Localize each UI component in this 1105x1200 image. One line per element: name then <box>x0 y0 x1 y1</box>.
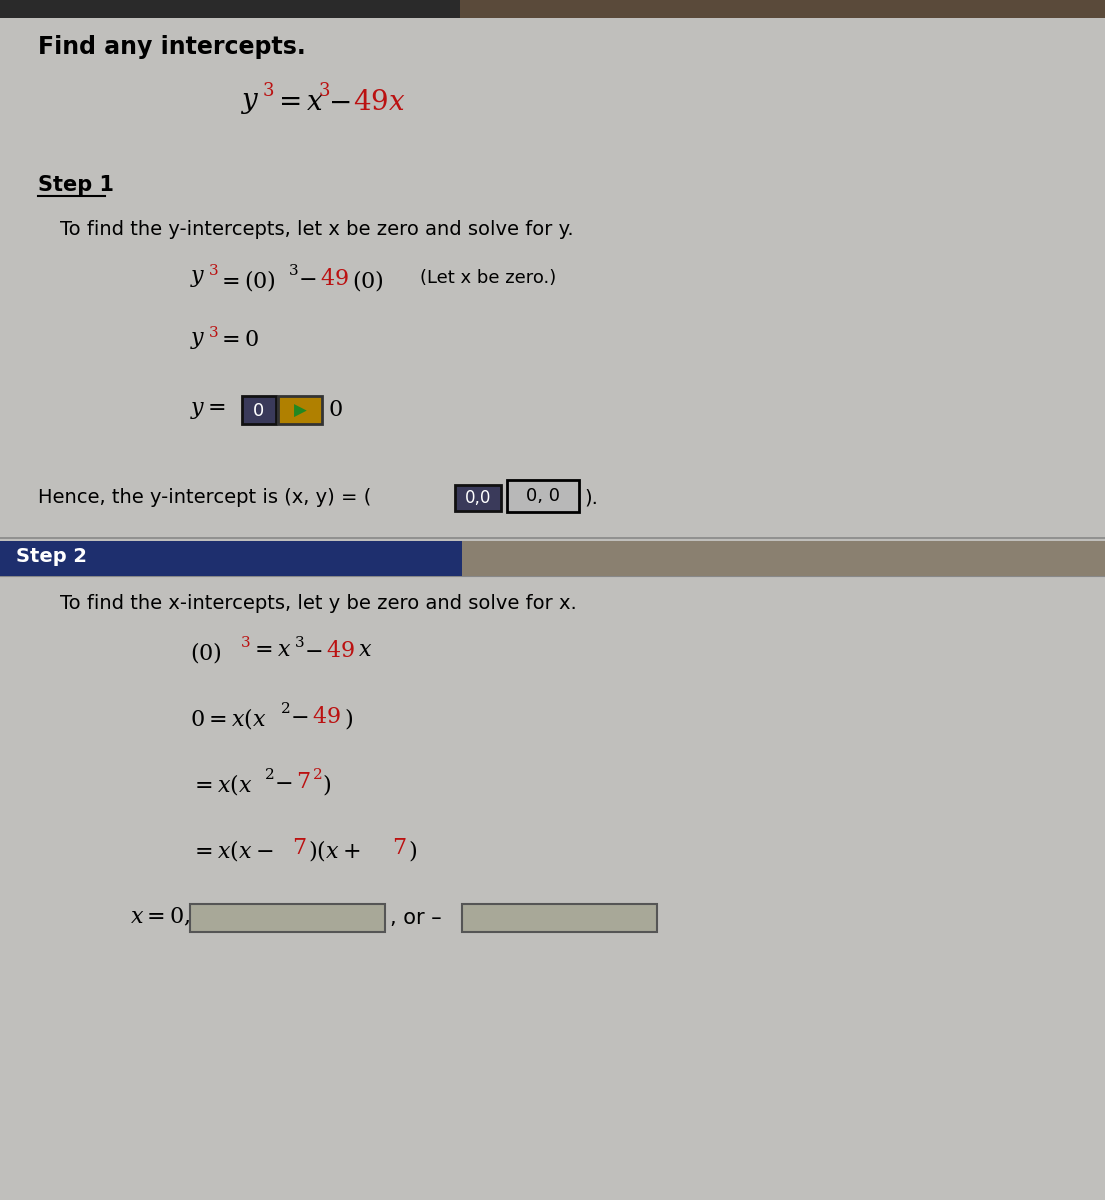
Text: $x$: $x$ <box>358 640 372 660</box>
Text: 0,0: 0,0 <box>465 490 492 506</box>
Text: $-$: $-$ <box>298 268 316 288</box>
Bar <box>278 396 322 424</box>
Bar <box>0 541 462 576</box>
Text: $2$: $2$ <box>264 767 274 782</box>
Text: Step 1: Step 1 <box>38 175 114 194</box>
Text: $= (0)$: $= (0)$ <box>217 268 276 293</box>
Bar <box>460 0 1105 18</box>
Text: $7$: $7$ <box>392 838 407 858</box>
Bar <box>462 541 1105 576</box>
Text: $= x$: $= x$ <box>273 88 324 116</box>
Bar <box>462 904 657 932</box>
Text: $y = $: $y = $ <box>190 400 225 421</box>
Text: $(0)$: $(0)$ <box>190 640 222 665</box>
Text: 0, 0: 0, 0 <box>526 487 560 505</box>
Text: $)$: $)$ <box>408 838 417 863</box>
Text: $7$: $7$ <box>296 772 311 792</box>
Text: $= x(x -$: $= x(x -$ <box>190 838 273 863</box>
Text: $y$: $y$ <box>240 88 259 116</box>
Text: To find the y-intercepts, let x be zero and solve for y.: To find the y-intercepts, let x be zero … <box>60 220 573 239</box>
Text: $49$: $49$ <box>312 706 340 727</box>
Text: $-$: $-$ <box>304 640 323 660</box>
Text: $3$: $3$ <box>240 635 251 650</box>
Text: $3$: $3$ <box>288 263 298 278</box>
Text: $3$: $3$ <box>208 263 219 278</box>
Text: Step 2: Step 2 <box>15 547 87 566</box>
Text: $7$: $7$ <box>292 838 306 858</box>
Bar <box>242 396 276 424</box>
Text: $= x$: $= x$ <box>250 640 292 660</box>
Text: $3$: $3$ <box>262 82 274 100</box>
Bar <box>455 485 501 511</box>
Bar <box>507 480 579 512</box>
Bar <box>190 904 385 932</box>
Text: $3$: $3$ <box>318 82 330 100</box>
Text: ▶: ▶ <box>294 402 306 420</box>
Text: , or –: , or – <box>390 908 442 928</box>
Text: (Let x be zero.): (Let x be zero.) <box>420 269 556 287</box>
Text: $0$: $0$ <box>328 400 343 420</box>
Text: $x = 0,$: $x = 0,$ <box>130 906 191 928</box>
Text: $49$: $49$ <box>326 640 355 661</box>
Text: $y$: $y$ <box>190 330 206 350</box>
Text: $0 = x(x$: $0 = x(x$ <box>190 706 266 731</box>
Bar <box>0 0 460 18</box>
Text: $2$: $2$ <box>312 767 323 782</box>
Text: $y$: $y$ <box>190 268 206 289</box>
Text: $-$: $-$ <box>290 706 308 726</box>
Text: $49$: $49$ <box>320 268 349 289</box>
Text: $)(x +$: $)(x +$ <box>308 838 360 863</box>
Text: $)$: $)$ <box>344 706 352 731</box>
Text: $)$: $)$ <box>322 772 332 797</box>
Text: $(0)$: $(0)$ <box>352 268 383 293</box>
Text: $49x$: $49x$ <box>352 88 406 116</box>
Text: Hence, the y-intercept is (x, y) = (: Hence, the y-intercept is (x, y) = ( <box>38 488 371 506</box>
Text: $= x(x$: $= x(x$ <box>190 772 253 797</box>
Text: Find any intercepts.: Find any intercepts. <box>38 35 306 59</box>
Text: $3$: $3$ <box>294 635 305 650</box>
Text: ).: ). <box>585 488 598 506</box>
Text: $-$: $-$ <box>328 88 350 116</box>
Text: $2$: $2$ <box>280 701 291 716</box>
Text: $-$: $-$ <box>274 772 293 792</box>
Text: $= 0$: $= 0$ <box>217 330 259 350</box>
Text: 0: 0 <box>253 402 264 420</box>
Text: To find the x-intercepts, let y be zero and solve for x.: To find the x-intercepts, let y be zero … <box>60 594 577 613</box>
Text: $3$: $3$ <box>208 325 219 340</box>
